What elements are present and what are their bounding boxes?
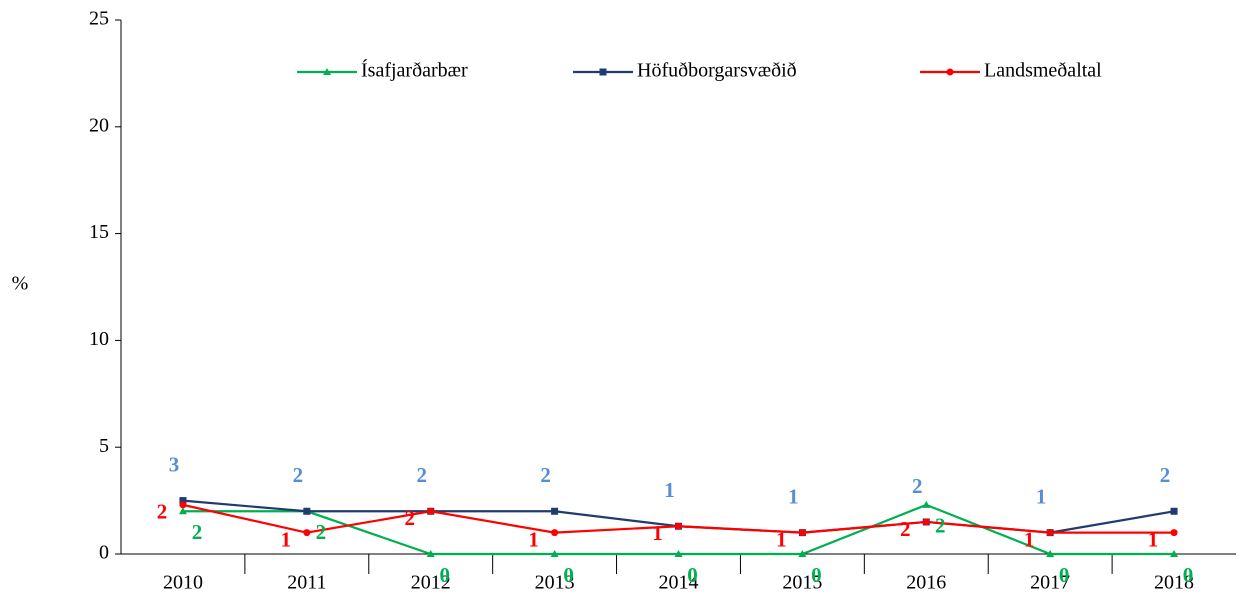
marker xyxy=(303,529,311,537)
x-tick-label: 2012 xyxy=(411,572,451,594)
data-label: 2 xyxy=(192,520,203,544)
marker xyxy=(922,518,930,526)
data-label: 1 xyxy=(788,484,799,508)
data-label: 2 xyxy=(912,474,923,498)
legend-label: Ísafjarðarbær xyxy=(361,59,468,82)
marker xyxy=(946,68,954,76)
data-label: 1 xyxy=(776,527,787,551)
data-label: 1 xyxy=(1148,527,1159,551)
y-tick-label: 10 xyxy=(89,328,109,350)
x-tick-label: 2013 xyxy=(535,572,575,594)
data-label: 2 xyxy=(540,463,551,487)
marker xyxy=(303,507,311,515)
data-label: 2 xyxy=(900,517,911,541)
marker xyxy=(550,550,559,557)
y-tick-label: 5 xyxy=(99,435,109,457)
marker xyxy=(551,507,559,515)
marker xyxy=(551,529,559,537)
data-label: 0 xyxy=(687,563,698,587)
x-tick-label: 2014 xyxy=(659,572,699,594)
marker xyxy=(1046,529,1054,537)
data-label: 0 xyxy=(811,563,822,587)
data-label: 1 xyxy=(528,527,539,551)
data-label: 1 xyxy=(664,478,675,502)
data-label: 2 xyxy=(935,514,946,538)
x-tick-label: 2011 xyxy=(287,572,326,594)
marker xyxy=(922,500,931,508)
data-label: 0 xyxy=(1183,563,1194,587)
data-label: 2 xyxy=(404,506,415,530)
data-label: 0 xyxy=(439,563,450,587)
data-label: 2 xyxy=(157,500,168,524)
x-tick-label: 2016 xyxy=(906,572,946,594)
marker xyxy=(427,507,435,515)
marker xyxy=(675,522,682,530)
data-label: 2 xyxy=(293,463,304,487)
y-tick-label: 15 xyxy=(89,221,109,243)
legend-label: Höfuðborgarsvæðið xyxy=(637,60,797,82)
marker xyxy=(1170,507,1178,515)
marker xyxy=(1046,550,1055,557)
marker xyxy=(1170,550,1179,557)
data-label: 2 xyxy=(1160,463,1171,487)
data-label: 2 xyxy=(316,520,327,544)
marker xyxy=(798,529,806,537)
data-label: 2 xyxy=(416,463,427,487)
marker xyxy=(179,497,187,505)
data-label: 1 xyxy=(281,527,292,551)
marker xyxy=(179,501,187,509)
marker xyxy=(599,68,607,76)
y-axis-label: % xyxy=(12,273,29,295)
marker xyxy=(426,550,435,557)
data-label: 1 xyxy=(1036,484,1047,508)
x-tick-label: 2015 xyxy=(782,572,822,594)
data-label: 1 xyxy=(1024,527,1035,551)
data-label: 3 xyxy=(169,452,180,476)
y-tick-label: 0 xyxy=(99,542,109,564)
x-tick-label: 2017 xyxy=(1030,572,1070,594)
y-tick-label: 20 xyxy=(89,114,109,136)
data-label: 0 xyxy=(1059,563,1070,587)
marker xyxy=(798,550,807,557)
marker xyxy=(674,550,683,557)
data-label: 0 xyxy=(563,563,574,587)
marker xyxy=(323,68,331,75)
y-tick-label: 25 xyxy=(89,8,109,30)
marker xyxy=(1170,529,1178,537)
x-tick-label: 2018 xyxy=(1154,572,1194,594)
marker xyxy=(178,507,187,515)
data-label: 1 xyxy=(652,521,663,545)
x-tick-label: 2010 xyxy=(163,572,203,594)
legend-label: Landsmeðaltal xyxy=(984,60,1102,82)
